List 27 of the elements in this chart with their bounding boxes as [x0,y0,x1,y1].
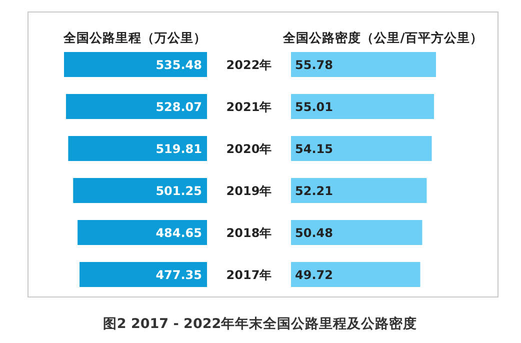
y-tick-label: 2022年 [226,58,272,72]
y-tick-label: 2019年 [226,184,272,198]
bar [291,52,436,77]
data-label: 55.78 [295,58,333,72]
chart-title: 全国公路里程（万公里） [62,30,206,45]
y-tick-label: 2018年 [226,226,272,240]
data-label: 54.15 [295,142,333,156]
data-label: 477.35 [156,268,202,282]
data-label: 52.21 [295,184,333,198]
bar [291,220,422,245]
y-tick-label: 2021年 [226,100,272,114]
data-label: 55.01 [295,100,333,114]
data-label: 519.81 [156,142,202,156]
y-tick-label: 2017年 [226,268,272,282]
bar [291,136,432,161]
data-label: 484.65 [156,226,202,240]
y-tick-label: 2020年 [226,142,272,156]
data-label: 501.25 [156,184,202,198]
data-label: 528.07 [156,100,202,114]
data-label: 535.48 [156,58,202,72]
data-label: 49.72 [295,268,333,282]
bar [291,94,434,119]
data-label: 50.48 [295,226,333,240]
bar [291,262,420,287]
caption: 图2 2017 - 2022年年末全国公路里程及公路密度 [102,315,418,332]
bar [291,178,427,203]
chart-title: 全国公路密度（公里/百平方公里） [282,30,483,45]
